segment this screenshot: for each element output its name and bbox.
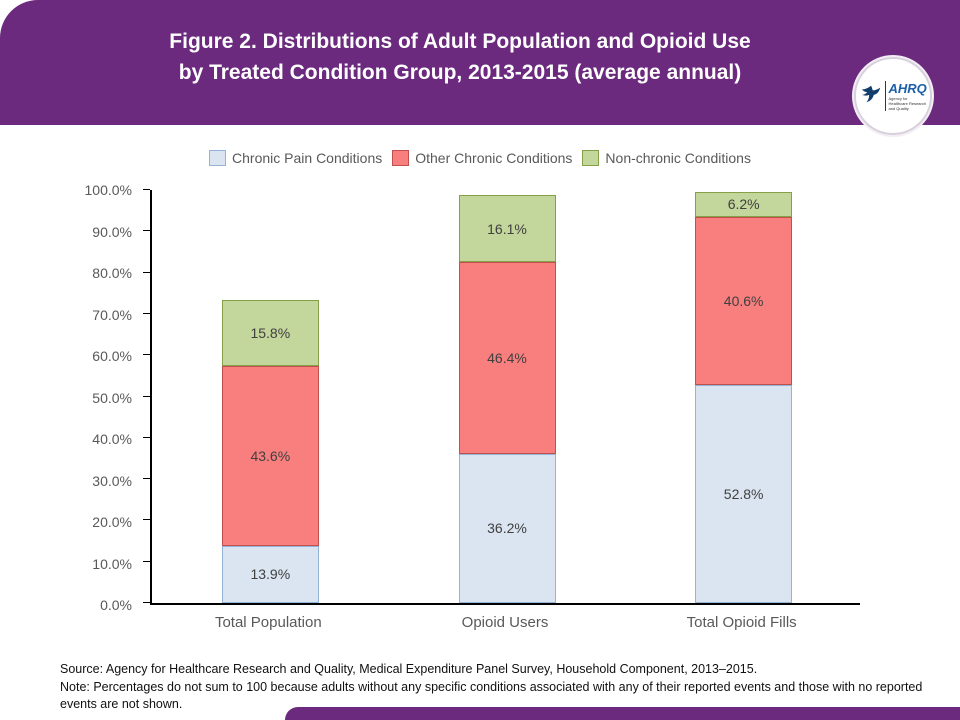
- bar-value-label: 46.4%: [487, 349, 527, 366]
- y-axis-tick-label: 100.0%: [84, 182, 132, 198]
- y-axis-tick-label: 40.0%: [92, 431, 132, 447]
- bar-segment: 15.8%: [221, 300, 319, 366]
- y-axis-tick-label: 50.0%: [92, 389, 132, 406]
- y-axis-tick-label: 80.0%: [92, 265, 132, 281]
- figure-title-line1: Figure 2. Distributions of Adult Populat…: [169, 30, 751, 53]
- bar-value-label: 16.1%: [487, 220, 527, 237]
- bar-opioid-users: 36.2% 46.4% 16.1%: [458, 190, 556, 603]
- footer-note: Note: Percentages do not sum to 100 beca…: [60, 679, 923, 712]
- x-axis-category-label: Opioid Users: [461, 614, 549, 631]
- bar-segment: 6.2%: [695, 191, 793, 218]
- legend-swatch: [582, 150, 600, 166]
- bar-segment: 46.4%: [458, 261, 556, 454]
- y-axis-tick-mark: [143, 271, 150, 273]
- x-axis-category-label: Total Opioid Fills: [686, 614, 797, 631]
- bar-value-label: 15.8%: [250, 324, 291, 341]
- y-axis-tick-label: 0.0%: [100, 597, 132, 613]
- y-axis-tick-label: 90.0%: [92, 223, 132, 240]
- ahrq-logo: AHRQ Agency for Healthcare Research and …: [854, 57, 932, 135]
- y-axis-tick-label: 60.0%: [92, 348, 132, 364]
- plot-area: 13.9% 43.6% 15.8% 36.2% 46.4% 16.1% 52.8% 40.6%…: [143, 189, 860, 605]
- legend-swatch: [392, 150, 410, 166]
- bar-segment: 16.1%: [458, 195, 556, 262]
- y-axis-tick-mark: [143, 478, 150, 480]
- bottom-accent-bar: [285, 707, 960, 720]
- bar-value-label: 52.8%: [723, 485, 764, 502]
- legend-swatch: [209, 150, 227, 166]
- bar-total-population: 13.9% 43.6% 15.8%: [221, 190, 319, 603]
- bar-value-label: 40.6%: [723, 293, 764, 310]
- y-axis-tick-label: 20.0%: [92, 514, 132, 530]
- x-axis-category-label: Total Population: [214, 614, 322, 631]
- y-axis-tick-mark: [143, 602, 150, 603]
- y-axis-tick-mark: [143, 354, 150, 356]
- y-axis-tick-mark: [143, 230, 150, 232]
- y-axis-tick-mark: [143, 560, 150, 562]
- logo-divider: [884, 81, 886, 111]
- y-axis-tick-label: 30.0%: [92, 472, 132, 489]
- logo-acronym: AHRQ: [888, 80, 927, 96]
- y-axis-tick-mark: [143, 436, 150, 438]
- legend-item: Non-chronic Conditions: [582, 150, 751, 166]
- y-axis-tick-mark: [143, 519, 150, 521]
- chart-legend: Chronic Pain Conditions Other Chronic Con…: [0, 150, 960, 166]
- footer-source: Source: Agency for Healthcare Research a…: [60, 662, 758, 676]
- bar-segment: 52.8%: [695, 384, 793, 603]
- bar-segment: 13.9%: [221, 545, 319, 603]
- legend-label: Chronic Pain Conditions: [232, 150, 383, 166]
- bar-total-opioid-fills: 52.8% 40.6% 6.2%: [695, 190, 793, 603]
- hhs-eagle-icon: [860, 83, 882, 110]
- figure-title: Figure 2. Distributions of Adult Populat…: [80, 26, 840, 88]
- bar-value-label: 13.9%: [250, 566, 291, 583]
- logo-text: AHRQ Agency for Healthcare Research and …: [888, 80, 927, 111]
- bar-segment: 43.6%: [221, 365, 319, 546]
- y-axis-tick-label: 10.0%: [92, 555, 132, 572]
- legend-label: Non-chronic Conditions: [605, 150, 751, 166]
- bar-value-label: 43.6%: [250, 447, 291, 464]
- legend-label: Other Chronic Conditions: [415, 150, 573, 166]
- bar-value-label: 36.2%: [487, 520, 527, 537]
- figure-title-line2: by Treated Condition Group, 2013-2015 (a…: [178, 61, 742, 84]
- legend-item: Other Chronic Conditions: [392, 150, 572, 166]
- logo-tagline: Agency for Healthcare Research and Quali…: [888, 95, 927, 111]
- y-axis: 0.0% 10.0% 20.0% 30.0% 40.0% 50.0% 60.0% 70.0% 8…: [0, 182, 140, 613]
- header: Figure 2. Distributions of Adult Populat…: [0, 0, 960, 125]
- legend-item: Chronic Pain Conditions: [209, 150, 382, 166]
- bar-value-label: 6.2%: [727, 196, 760, 213]
- y-axis-tick-mark: [143, 189, 150, 190]
- y-axis-tick-mark: [143, 395, 150, 397]
- y-axis-tick-label: 70.0%: [92, 306, 132, 323]
- footer: Source: Agency for Healthcare Research a…: [60, 661, 928, 714]
- bar-segment: 40.6%: [695, 217, 793, 385]
- bar-segment: 36.2%: [458, 453, 556, 603]
- y-axis-tick-mark: [143, 312, 150, 314]
